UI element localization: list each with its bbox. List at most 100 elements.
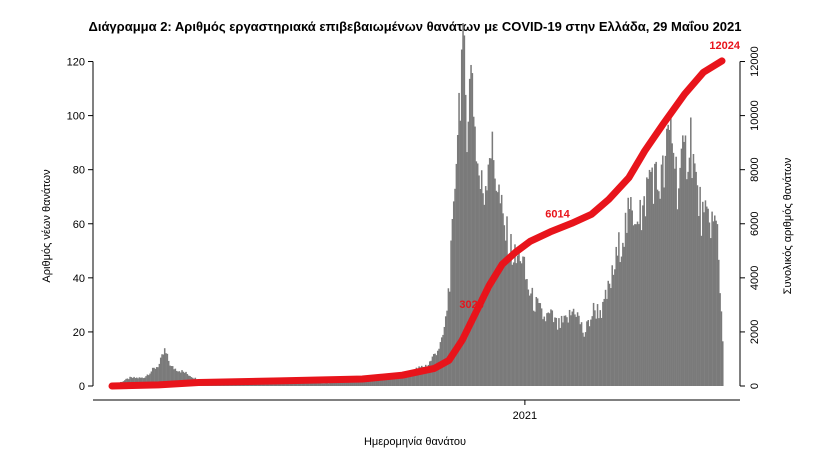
bar <box>644 216 647 386</box>
bar <box>366 380 368 386</box>
bar <box>421 365 423 386</box>
bar <box>385 377 387 386</box>
bar <box>173 369 175 386</box>
bar <box>574 314 576 386</box>
bar <box>151 367 154 386</box>
bar <box>654 163 656 386</box>
bar <box>179 372 182 386</box>
bar <box>576 312 579 386</box>
bar <box>587 320 590 386</box>
bar <box>695 171 697 386</box>
bar <box>524 279 527 386</box>
bar <box>540 308 543 386</box>
y-tick-label: 0 <box>79 381 85 393</box>
bar <box>622 242 624 386</box>
bar <box>306 381 308 386</box>
bar <box>706 206 708 386</box>
bar <box>455 163 458 386</box>
bar <box>319 382 322 386</box>
bar <box>614 269 616 386</box>
bar <box>341 381 343 386</box>
bar <box>552 322 555 386</box>
y2-axis-title: Συνολικός αριθμός θανάτων <box>782 157 794 294</box>
bar <box>616 255 619 386</box>
bar <box>670 110 672 387</box>
bar <box>558 318 560 386</box>
bar <box>322 383 324 386</box>
bar <box>620 256 623 386</box>
y2-tick-label: 6000 <box>749 212 761 236</box>
bar <box>321 383 323 386</box>
bar <box>413 372 415 386</box>
bar <box>606 298 608 386</box>
bar-series <box>113 23 724 387</box>
bar <box>636 221 639 386</box>
bar <box>526 279 528 386</box>
bar <box>150 371 153 386</box>
bar <box>389 376 391 386</box>
bar <box>466 152 468 386</box>
bar <box>414 369 416 386</box>
bar <box>357 381 359 386</box>
bar <box>335 382 338 386</box>
bar <box>381 378 383 386</box>
bar <box>482 193 484 386</box>
bar <box>418 366 420 386</box>
bar <box>463 35 466 387</box>
bar <box>365 380 367 386</box>
bar <box>580 322 583 386</box>
bar <box>403 375 406 386</box>
bar <box>708 222 711 386</box>
bar <box>382 378 384 386</box>
cumulative-series <box>108 57 726 390</box>
bar <box>714 215 716 386</box>
bar <box>607 280 609 386</box>
bar <box>519 261 522 386</box>
bar <box>402 374 404 386</box>
bar <box>687 171 689 386</box>
bar <box>371 379 374 386</box>
bar <box>504 240 507 386</box>
bar <box>604 289 607 386</box>
x-axis-title: Ημερομηνία θανάτου <box>364 436 466 448</box>
bar <box>676 209 679 386</box>
bar <box>567 322 570 386</box>
bar <box>672 152 675 386</box>
bar <box>471 73 474 386</box>
bar <box>185 371 187 386</box>
bar <box>329 382 331 386</box>
bar <box>141 377 143 386</box>
bar <box>635 224 637 386</box>
bar <box>712 221 715 386</box>
bar <box>362 380 364 386</box>
bar <box>359 380 362 386</box>
bar <box>688 157 691 386</box>
bar <box>655 161 657 386</box>
bar <box>393 377 395 386</box>
bar <box>516 255 519 386</box>
bar <box>630 197 632 386</box>
bar <box>662 155 664 386</box>
bar <box>564 315 567 386</box>
bar <box>147 375 150 386</box>
bar <box>642 205 644 386</box>
bar <box>496 192 499 386</box>
bar <box>375 379 378 386</box>
bar <box>361 380 363 386</box>
bar <box>387 377 390 386</box>
bar <box>610 288 612 386</box>
bar <box>130 377 133 386</box>
bar <box>500 194 503 386</box>
bar <box>379 379 382 386</box>
bar <box>598 318 600 386</box>
bar <box>718 259 720 386</box>
bar <box>444 316 447 386</box>
bar <box>424 364 427 386</box>
bar <box>628 209 631 386</box>
bar <box>643 196 645 386</box>
bar <box>410 371 412 386</box>
bar <box>698 216 700 386</box>
y2-tick-label: 0 <box>749 383 761 389</box>
bar <box>682 135 684 386</box>
bar <box>456 135 459 386</box>
